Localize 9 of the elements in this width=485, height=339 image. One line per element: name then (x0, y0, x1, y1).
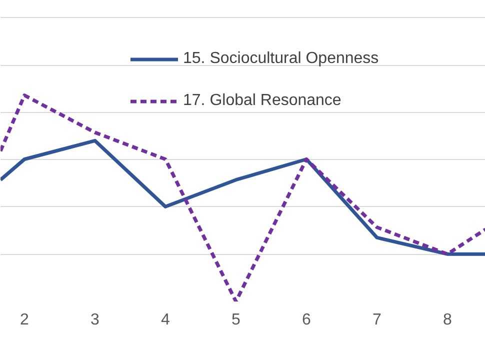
legend-label: 17. Global Resonance (183, 92, 342, 110)
x-tick-label: 7 (372, 312, 382, 328)
x-tick-label: 2 (20, 312, 30, 328)
x-tick-label: 6 (302, 312, 311, 328)
legend-label: 15. Sociocultural Openness (183, 50, 379, 68)
x-tick-label: 3 (90, 312, 100, 328)
x-tick-label: 5 (232, 312, 240, 328)
x-tick-label: 8 (442, 312, 452, 328)
x-tick-label: 4 (161, 312, 170, 328)
